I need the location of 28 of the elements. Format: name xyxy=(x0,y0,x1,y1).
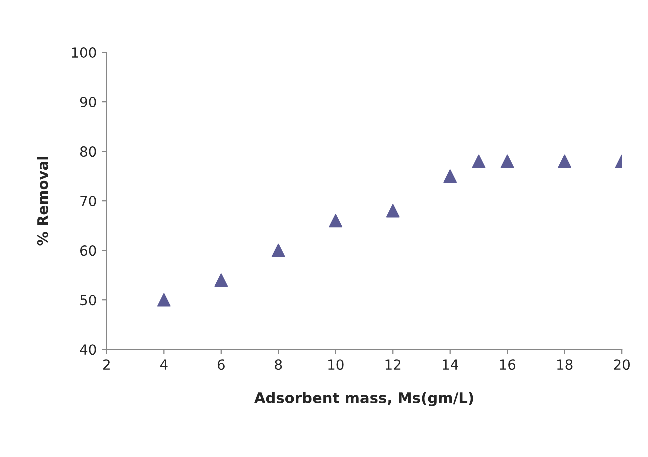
x-tick-label: 10 xyxy=(328,360,344,370)
y-tick-label: 90 xyxy=(80,97,96,108)
y-tick-label: 40 xyxy=(80,344,96,356)
point xyxy=(558,154,572,168)
x-tick-label: 16 xyxy=(500,360,516,370)
y-tick-label: 100 xyxy=(72,48,96,58)
point xyxy=(157,293,171,307)
x-tick-label: 12 xyxy=(386,360,401,370)
x-tick-label: 18 xyxy=(558,360,573,370)
x-tick-label: 4 xyxy=(160,360,168,370)
x-tick-label: 8 xyxy=(275,360,282,370)
x-tick-label: 6 xyxy=(218,360,225,370)
point xyxy=(386,204,400,218)
x-tick-label: 14 xyxy=(443,360,458,370)
point xyxy=(500,154,514,168)
point xyxy=(272,244,286,258)
point xyxy=(329,214,343,228)
point xyxy=(472,154,486,168)
y-axis-title: % Removal xyxy=(37,157,48,246)
x-axis-title: Adsorbent mass, Ms(gm/L) xyxy=(254,392,474,406)
y-tick-label: 70 xyxy=(80,196,96,207)
y-tick-label: 50 xyxy=(80,295,96,306)
x-tick-label: 20 xyxy=(614,360,630,370)
point xyxy=(444,170,458,184)
y-tick-label: 60 xyxy=(80,246,96,256)
point xyxy=(214,274,228,288)
x-tick-label: 2 xyxy=(104,360,110,370)
y-tick-label: 80 xyxy=(80,146,96,158)
